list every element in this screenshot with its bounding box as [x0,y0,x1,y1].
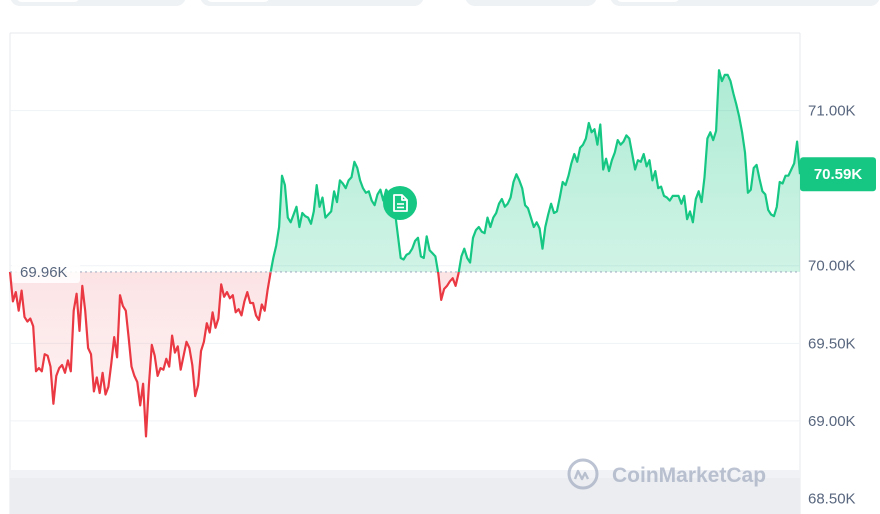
range-tab-1-highlight [16,0,80,2]
news-marker[interactable] [383,186,417,220]
range-tab-3[interactable] [465,0,597,6]
document-icon [393,194,408,212]
y-axis-labels: 68.50K 69.00K 69.50K 70.00K 71.00K [808,103,856,508]
area-below-reference [10,271,459,437]
reference-label: 69.96K [20,264,68,281]
y-tick-label: 70.00K [808,258,856,275]
y-tick-label: 69.50K [808,335,856,352]
volume-band-strip [10,478,800,514]
y-tick-label: 71.00K [808,103,856,120]
range-tab-4-highlight [616,0,680,2]
y-tick-label: 68.50K [808,490,856,507]
current-price-tag: 70.59K [800,157,876,192]
watermark-text: CoinMarketCap [612,464,766,487]
range-tab-4[interactable] [610,0,880,6]
price-line-above [9,69,800,272]
area-above-reference [10,70,800,272]
range-tab-2-highlight [206,0,270,2]
price-line-below [8,271,460,438]
range-tab-1[interactable] [10,0,186,6]
range-tab-2[interactable] [200,0,424,6]
current-price-label: 70.59K [814,166,863,183]
y-tick-label: 69.00K [808,413,856,430]
coinmarketcap-logo-icon [567,458,599,490]
reference-label-bg [12,260,80,283]
watermark: CoinMarketCap [567,458,766,490]
